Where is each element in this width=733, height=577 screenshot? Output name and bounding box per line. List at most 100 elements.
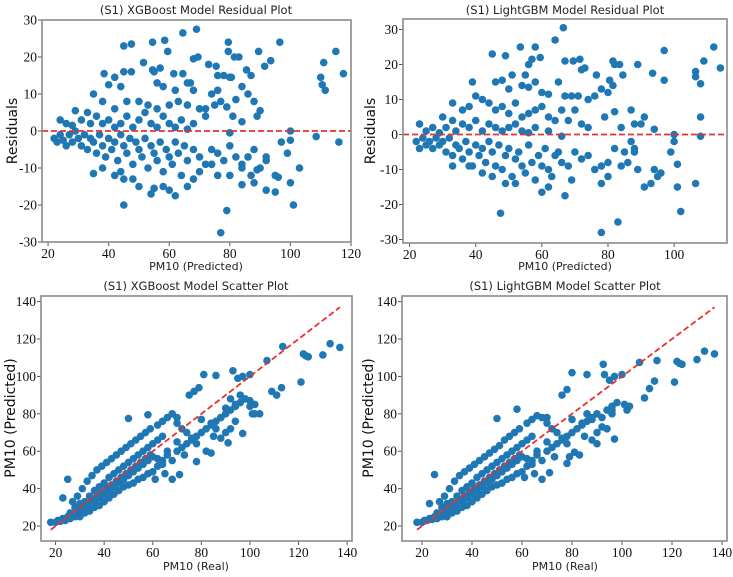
data-point (496, 209, 505, 218)
data-point (471, 92, 480, 100)
data-point (66, 509, 74, 517)
data-point (336, 343, 344, 352)
data-point (603, 424, 611, 433)
data-point (574, 92, 583, 100)
data-point (547, 172, 556, 181)
data-point (89, 138, 98, 146)
x-tick-label: 100 (612, 545, 633, 560)
x-tick-label: 20 (415, 545, 429, 560)
data-point (563, 439, 571, 448)
x-tick-label: 60 (146, 545, 160, 560)
y-tick-label: 20 (24, 50, 38, 65)
data-point (160, 36, 169, 45)
data-point (583, 410, 591, 418)
data-point (209, 432, 218, 441)
data-point (73, 492, 82, 500)
data-point (144, 101, 152, 109)
data-point (640, 183, 649, 191)
data-point (597, 162, 606, 170)
data-point (124, 414, 133, 423)
data-point (187, 434, 196, 442)
data-point (256, 106, 264, 115)
data-point (610, 372, 619, 381)
data-point (433, 509, 441, 517)
data-point (615, 60, 624, 69)
data-point (576, 55, 584, 64)
data-point (199, 370, 208, 379)
data-point (604, 88, 612, 97)
data-point (286, 179, 295, 187)
data-point (640, 113, 649, 121)
data-point (610, 107, 619, 116)
data-point (564, 162, 573, 170)
data-point (465, 123, 473, 132)
data-point (194, 53, 202, 61)
data-point (213, 149, 222, 157)
data-point (521, 71, 530, 79)
data-point (148, 38, 157, 46)
data-point (253, 166, 261, 174)
x-tick-label: 20 (49, 545, 63, 560)
data-point (173, 413, 181, 422)
data-point (637, 120, 645, 128)
data-point (544, 90, 553, 99)
data-point (604, 158, 612, 167)
data-point (485, 99, 493, 107)
data-point (650, 125, 659, 134)
data-point (630, 144, 639, 153)
data-point (210, 101, 219, 109)
data-point (171, 191, 180, 200)
data-point (438, 137, 447, 146)
data-point (183, 156, 192, 165)
data-point (182, 428, 191, 437)
data-point (244, 153, 252, 161)
chart-title: (S1) XGBoost Model Scatter Plot (103, 279, 289, 293)
data-point (246, 370, 254, 379)
data-point (116, 130, 125, 139)
data-point (504, 144, 513, 153)
y-tick-label: 120 (377, 332, 398, 347)
data-point (568, 415, 576, 424)
data-point (584, 95, 592, 104)
x-tick-label: 120 (662, 545, 683, 560)
data-point (504, 123, 513, 132)
data-point (465, 102, 473, 111)
data-point (458, 120, 467, 128)
plot-frame (402, 18, 728, 244)
data-point (235, 53, 243, 61)
xgb-residual-panel: (S1) XGBoost Model Residual Plot PM10 (P… (5, 3, 361, 273)
data-point (597, 179, 606, 188)
ticks: 20 40 60 80 100 120 140 140 120 100 80 60 40 20 (377, 294, 733, 560)
data-point (600, 113, 609, 121)
data-point (138, 153, 146, 161)
data-point (119, 42, 128, 50)
data-point (538, 188, 546, 197)
data-point (709, 43, 718, 51)
data-point (168, 475, 177, 484)
data-point (238, 117, 246, 126)
data-point (56, 130, 64, 139)
data-point (104, 80, 113, 89)
data-point (107, 145, 116, 154)
data-point (568, 368, 576, 377)
y-tick-label: 0 (30, 124, 37, 139)
data-point (151, 475, 159, 484)
plot-frame (41, 19, 352, 243)
data-point (561, 191, 569, 200)
data-point (442, 123, 450, 132)
data-point (286, 136, 295, 145)
data-point (557, 106, 566, 114)
data-point (224, 38, 233, 46)
data-point (238, 429, 247, 438)
data-point (617, 162, 626, 170)
data-point (224, 47, 233, 56)
data-point (135, 97, 143, 106)
data-point (577, 155, 586, 163)
data-point (141, 108, 149, 117)
data-point (171, 86, 180, 95)
y-tick-label: 20 (384, 519, 398, 534)
x-tick-label: 140 (712, 545, 733, 560)
data-point (478, 127, 487, 135)
data-point (511, 120, 520, 128)
data-point (148, 468, 157, 476)
